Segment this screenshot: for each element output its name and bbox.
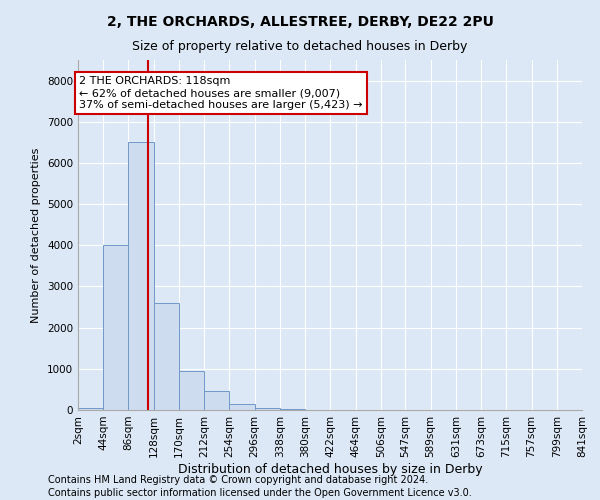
Bar: [103, 246, 128, 410]
Bar: [280, 409, 305, 410]
X-axis label: Distribution of detached houses by size in Derby: Distribution of detached houses by size …: [178, 462, 482, 475]
Y-axis label: Number of detached properties: Number of detached properties: [31, 148, 41, 322]
Bar: [179, 371, 204, 410]
Text: Contains public sector information licensed under the Open Government Licence v3: Contains public sector information licen…: [48, 488, 472, 498]
Bar: [229, 404, 254, 410]
Bar: [204, 392, 229, 410]
Bar: [78, 408, 103, 410]
Bar: [128, 142, 154, 410]
Text: Size of property relative to detached houses in Derby: Size of property relative to detached ho…: [133, 40, 467, 53]
Text: 2, THE ORCHARDS, ALLESTREE, DERBY, DE22 2PU: 2, THE ORCHARDS, ALLESTREE, DERBY, DE22 …: [107, 15, 493, 29]
Bar: [254, 408, 280, 410]
Text: Contains HM Land Registry data © Crown copyright and database right 2024.: Contains HM Land Registry data © Crown c…: [48, 475, 428, 485]
Text: 2 THE ORCHARDS: 118sqm
← 62% of detached houses are smaller (9,007)
37% of semi-: 2 THE ORCHARDS: 118sqm ← 62% of detached…: [79, 76, 363, 110]
Bar: [154, 303, 179, 410]
